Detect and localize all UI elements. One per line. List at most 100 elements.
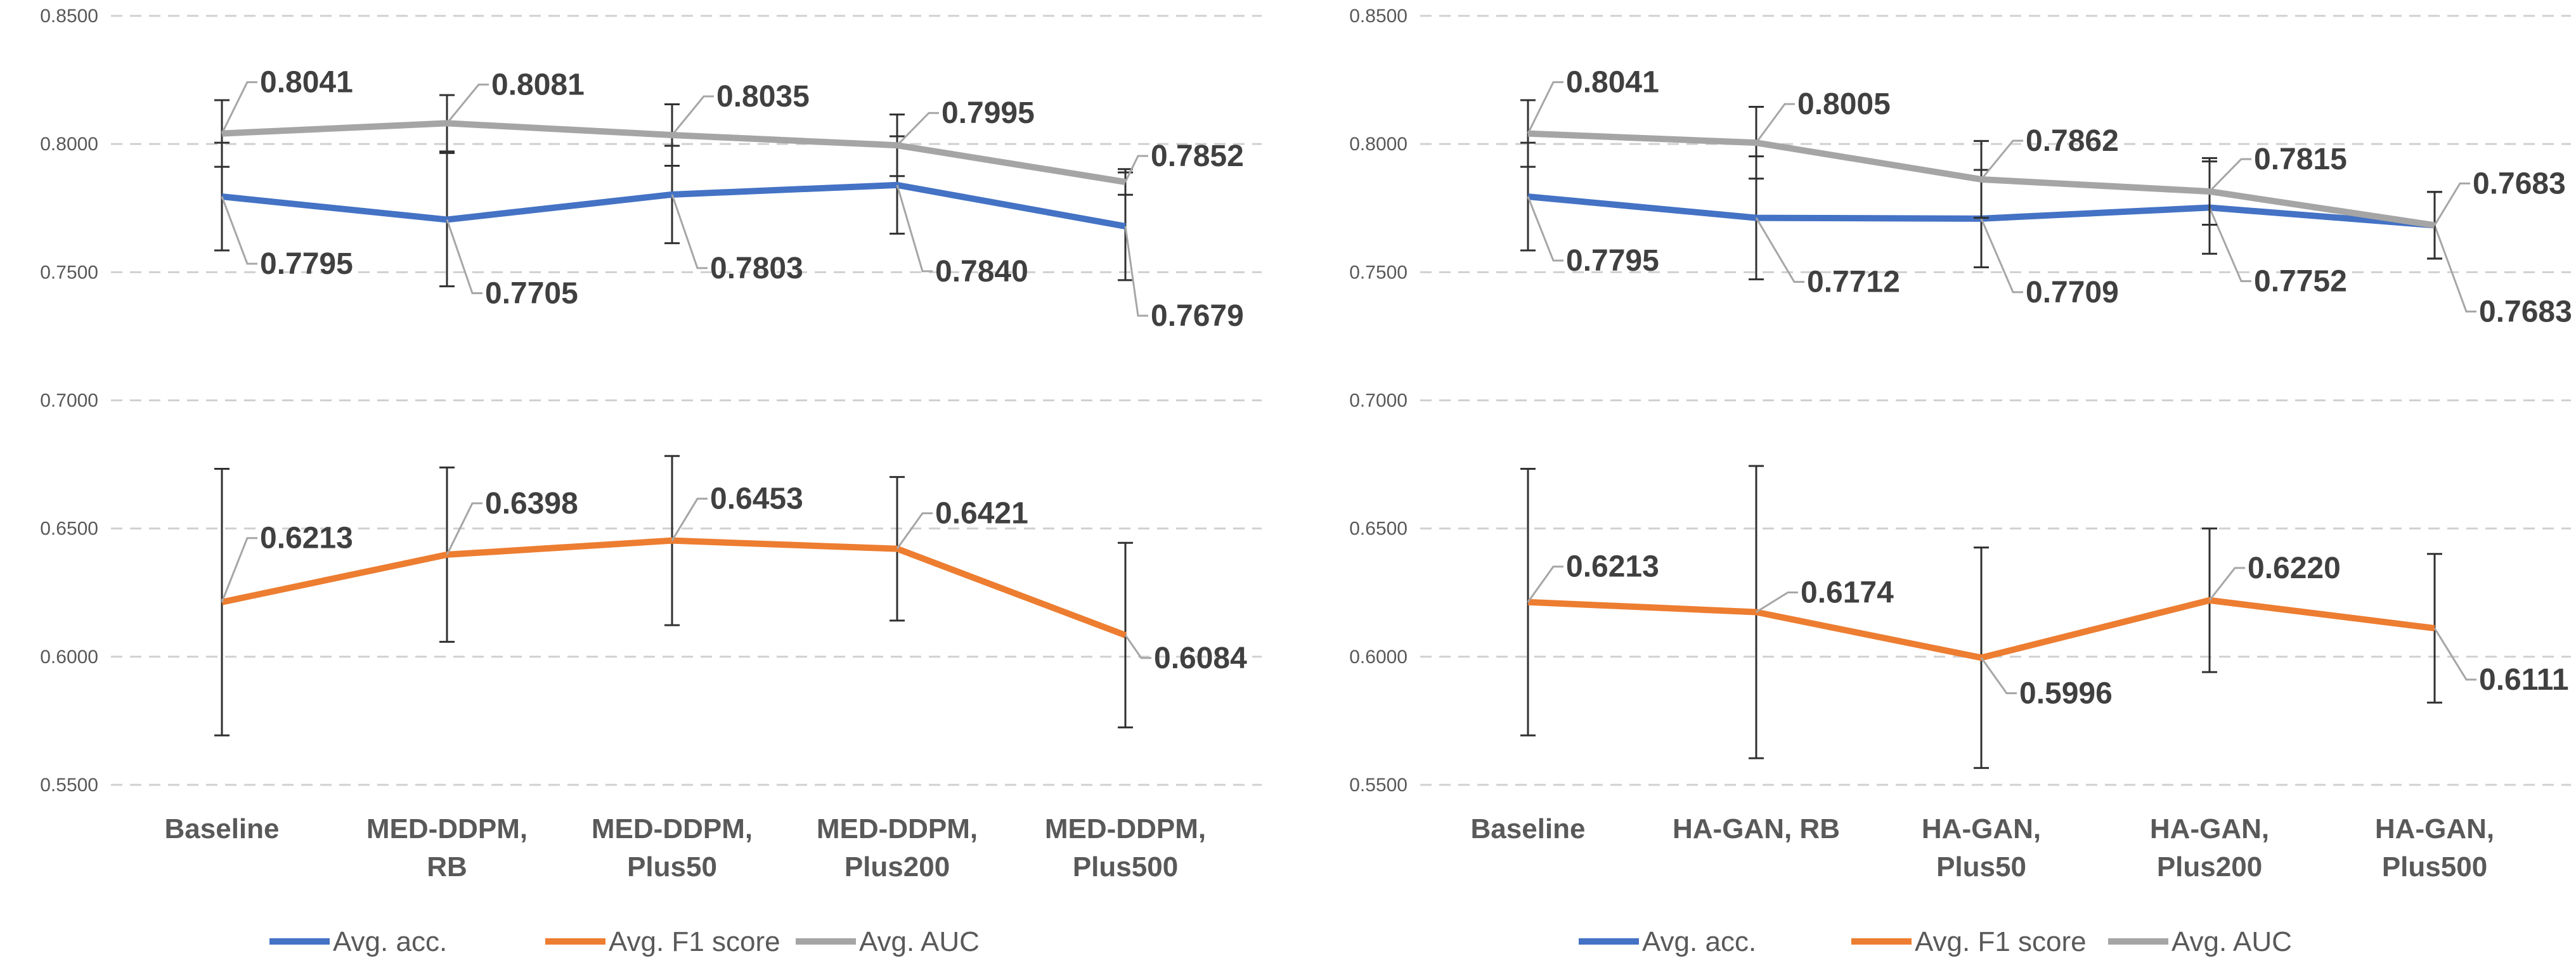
y-tick-label: 0.6000 (40, 647, 98, 668)
data-label: 0.7795 (260, 247, 353, 281)
data-label: 0.6453 (710, 482, 803, 516)
leader-line (1527, 196, 1563, 262)
x-tick-label: Baseline (1471, 813, 1586, 844)
data-label: 0.6421 (935, 497, 1028, 531)
leader-line (896, 512, 933, 550)
leader-line (1124, 155, 1148, 183)
y-tick-label: 0.6500 (1349, 519, 1408, 540)
legend-label: Avg. AUC (2171, 926, 2292, 957)
data-label: 0.6111 (2479, 663, 2569, 697)
x-tick-label: HA-GAN, Plus50 (1922, 813, 2041, 882)
legend-label: Avg. acc. (1642, 926, 1756, 957)
data-label: 0.7683 (2473, 167, 2566, 200)
y-tick-label: 0.7500 (40, 262, 98, 283)
data-label: 0.7803 (710, 252, 803, 285)
data-label: 0.7795 (1566, 244, 1659, 278)
legend-item: Avg. acc. (269, 926, 447, 957)
leader-line (2208, 158, 2251, 193)
data-label: 0.5996 (2019, 676, 2113, 710)
x-tick-label: Baseline (165, 813, 280, 844)
x-tick-label: MED-DDPM, Plus200 (817, 813, 978, 882)
leader-line (221, 196, 257, 265)
y-tick-label: 0.5500 (40, 775, 98, 796)
leader-line (2208, 567, 2245, 601)
leader-line (671, 95, 714, 136)
y-tick-label: 0.8500 (1349, 6, 1408, 27)
data-label: 0.7852 (1151, 139, 1244, 173)
data-label: 0.7709 (2026, 276, 2119, 309)
x-tick-label: MED-DDPM, RB (366, 813, 527, 882)
series-line (221, 181, 1126, 229)
x-tick-label: HA-GAN, Plus500 (2375, 813, 2494, 882)
data-label: 0.7815 (2254, 143, 2347, 176)
series-avg-auc: 0.8041 0.8005 0.7862 0.7815 0.7683 (1520, 66, 2566, 260)
leader-line (1980, 657, 2017, 694)
leader-line (896, 184, 933, 273)
series-line (221, 537, 1127, 638)
legend-item: Avg. F1 score (545, 926, 780, 957)
leader-line (2433, 182, 2470, 226)
legend-item: Avg. AUC (2108, 926, 2292, 957)
leader-line (221, 537, 257, 603)
data-label: 0.7995 (942, 96, 1035, 130)
leader-line (1755, 103, 1795, 144)
legend-label: Avg. F1 score (609, 926, 780, 957)
legend-label: Avg. AUC (859, 926, 980, 957)
data-label: 0.7712 (1807, 266, 1900, 299)
x-tick-label: MED-DDPM, Plus500 (1045, 813, 1206, 882)
leader-line (1527, 566, 1563, 603)
series-avg-f1-score: 0.6213 0.6174 0.5996 0.6220 0.6111 (1520, 465, 2569, 769)
leader-line (1124, 635, 1151, 659)
leader-line (896, 112, 939, 146)
data-label: 0.6213 (260, 522, 353, 555)
chart-ha-gan: 0.5500 0.6000 0.6500 0.7000 0.7500 0.8000 0.85… (1349, 6, 2572, 957)
y-tick-label: 0.7500 (1349, 262, 1408, 283)
x-tick-label: MED-DDPM, Plus50 (592, 813, 753, 882)
leader-line (446, 219, 482, 294)
leader-line (446, 502, 482, 555)
y-tick-label: 0.5500 (1349, 775, 1408, 796)
leader-line (1980, 218, 2023, 294)
data-label: 0.8035 (716, 80, 810, 113)
legend-item: Avg. F1 score (1851, 926, 2087, 957)
leader-line (1756, 591, 1798, 613)
data-label: 0.7679 (1151, 299, 1244, 333)
y-tick-label: 0.8000 (40, 134, 98, 155)
legend-label: Avg. acc. (333, 926, 447, 957)
data-label: 0.8041 (260, 66, 353, 100)
leader-line (1755, 217, 1804, 283)
leader-line (1124, 226, 1148, 317)
x-tick-label: HA-GAN, RB (1673, 813, 1840, 844)
y-tick-label: 0.7000 (40, 391, 98, 411)
series-avg-acc: 0.7795 0.7705 0.7803 0.7840 0.7679 (214, 135, 1244, 333)
series-avg-acc: 0.7795 0.7712 0.7709 0.7752 0.7683 (1520, 141, 2572, 328)
y-tick-label: 0.8000 (1349, 134, 1408, 155)
leader-line (671, 194, 708, 269)
y-tick-label: 0.7000 (1349, 391, 1408, 411)
series-avg-f1-score: 0.6213 0.6398 0.6453 0.6421 0.6084 (214, 455, 1247, 737)
chart-med-ddpm: 0.5500 0.6000 0.6500 0.7000 0.7500 0.8000 0.85… (40, 6, 1262, 957)
leader-line (221, 81, 257, 134)
legend-item: Avg. AUC (796, 926, 980, 957)
data-label: 0.6398 (485, 487, 578, 520)
data-label: 0.7840 (935, 255, 1028, 288)
leader-line (2433, 628, 2476, 681)
data-label: 0.7752 (2254, 264, 2347, 298)
y-tick-label: 0.8500 (40, 6, 98, 27)
series-avg-auc: 0.8041 0.8081 0.8035 0.7995 0.7852 (214, 66, 1244, 196)
data-label: 0.8041 (1566, 66, 1659, 100)
data-label: 0.8005 (1797, 87, 1891, 121)
data-label: 0.7705 (485, 276, 578, 310)
leader-line (1527, 81, 1563, 134)
data-label: 0.8081 (491, 68, 585, 101)
x-tick-label: HA-GAN, Plus200 (2150, 813, 2269, 882)
leader-line (1980, 139, 2023, 180)
leader-line (671, 498, 708, 541)
legend-label: Avg. F1 score (1915, 926, 2087, 957)
data-label: 0.6220 (2248, 552, 2341, 585)
data-label: 0.6213 (1566, 550, 1659, 584)
leader-line (446, 83, 489, 124)
data-label: 0.7683 (2479, 295, 2572, 328)
data-label: 0.6174 (1801, 576, 1894, 609)
